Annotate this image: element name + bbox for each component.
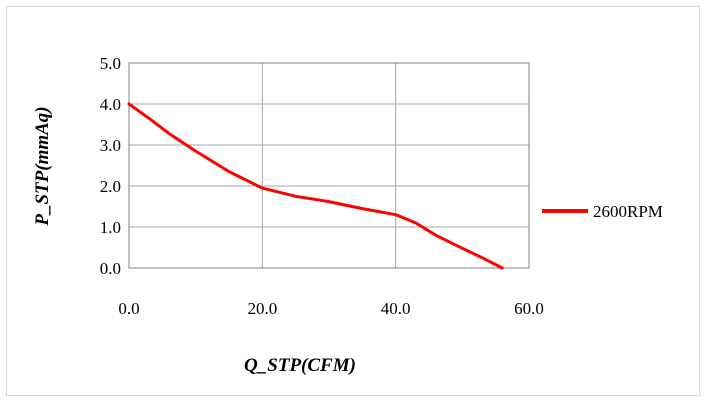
x-tick-labels: 0.0 20.0 40.0 60.0 — [118, 299, 544, 318]
x-tick-label: 20.0 — [247, 299, 277, 318]
x-axis-title: Q_STP(CFM) — [244, 355, 356, 376]
x-tick-label: 0.0 — [118, 299, 139, 318]
legend-label-2600rpm: 2600RPM — [593, 202, 663, 221]
y-tick-label: 3.0 — [100, 136, 121, 155]
x-tick-label: 40.0 — [381, 299, 411, 318]
legend: 2600RPM — [533, 188, 693, 236]
y-tick-label: 2.0 — [100, 177, 121, 196]
y-tick-label: 4.0 — [100, 95, 121, 114]
plot-border — [128, 62, 530, 269]
y-tick-label: 1.0 — [100, 218, 121, 237]
series-lines — [127, 102, 504, 270]
y-tick-label: 5.0 — [100, 54, 121, 73]
y-tick-labels: 0.0 1.0 2.0 3.0 4.0 5.0 — [100, 54, 121, 278]
series-line-2600rpm — [127, 102, 504, 270]
y-tick-label: 0.0 — [100, 259, 121, 278]
y-axis-title: P_STP(mmAq) — [32, 106, 53, 226]
x-tick-label: 60.0 — [514, 299, 544, 318]
plot-area — [129, 63, 529, 268]
